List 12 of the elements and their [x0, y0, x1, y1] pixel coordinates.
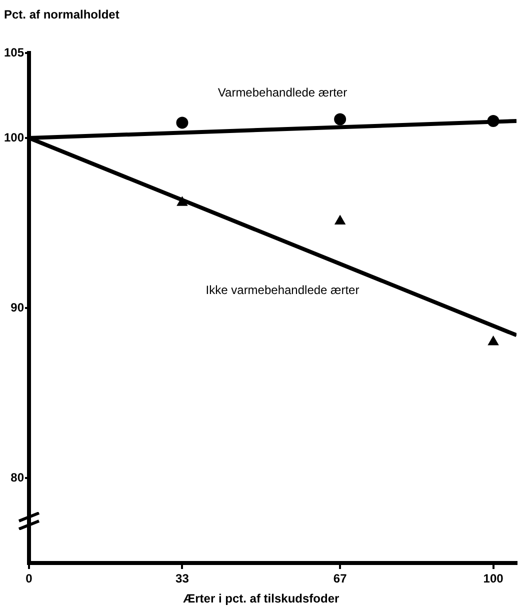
y-tick-label: 90: [10, 300, 24, 314]
y-axis-title: Pct. af normalholdet: [4, 7, 120, 22]
y-tick-label: 100: [4, 130, 24, 144]
x-tick-label: 0: [26, 572, 33, 586]
text: Varmebehandlede ærter: [218, 85, 348, 100]
x-tick-label: 33: [176, 572, 190, 586]
x-tick-label: 67: [333, 572, 348, 586]
series-label: Ikke varmebehandlede ærter: [206, 282, 360, 297]
y-tick-label: 80: [10, 470, 24, 484]
x-axis-title: Ærter i pct. af tilskudsfoder: [183, 591, 340, 606]
x-tick-label: 100: [483, 572, 504, 586]
y-tick-label: 105: [4, 45, 24, 60]
